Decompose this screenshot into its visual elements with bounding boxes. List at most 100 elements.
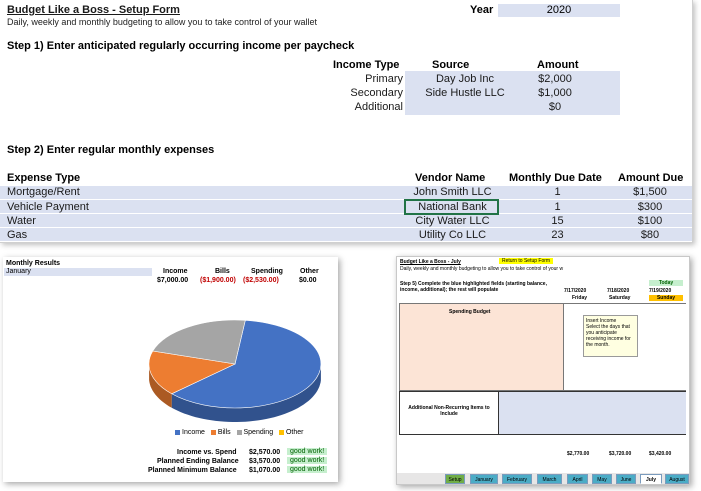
day-header: Friday xyxy=(572,295,588,301)
vendor-name[interactable]: John Smith LLC xyxy=(413,186,492,198)
pie-chart xyxy=(148,319,322,422)
legend-bills-swatch xyxy=(210,429,216,435)
july-sheet: Budget Like a Boss - July Return to Setu… xyxy=(396,256,690,485)
spending-header: Spending xyxy=(251,268,283,275)
income-amount-input[interactable]: $0 xyxy=(548,101,562,113)
tab-may[interactable]: May xyxy=(592,474,612,484)
expense-row-band xyxy=(0,214,692,227)
legend-other-swatch xyxy=(278,429,284,435)
due-date[interactable]: 23 xyxy=(551,229,564,241)
return-to-setup-link[interactable]: Return to Setup Form xyxy=(499,258,554,264)
bills-header: Bills xyxy=(215,268,230,275)
summary-value: $3,570.00 xyxy=(249,458,281,465)
summary-status: good work! xyxy=(287,448,328,455)
due-date-header: Monthly Due Date xyxy=(509,172,602,184)
tab-january[interactable]: January xyxy=(470,474,498,484)
tab-august[interactable]: August xyxy=(665,474,689,484)
chart-legend: Income Bills Spending Other xyxy=(175,429,303,436)
year-label: Year xyxy=(470,4,494,16)
vendor-header: Vendor Name xyxy=(415,172,486,184)
pie-slice-spending xyxy=(152,319,246,365)
date-header: 7/17/2020 xyxy=(564,288,587,294)
july-title: Budget Like a Boss - July xyxy=(400,259,461,265)
other-header: Other xyxy=(300,268,319,275)
tab-february[interactable]: February xyxy=(502,474,532,484)
daily-grid[interactable] xyxy=(564,303,686,391)
amount-due[interactable]: $80 xyxy=(640,229,660,241)
monthly-results-title: Monthly Results xyxy=(6,260,61,267)
date-header: 7/19/2020 xyxy=(649,288,672,294)
other-value: $0.00 xyxy=(299,277,317,284)
monthly-results-sheet: Monthly Results January Income Bills Spe… xyxy=(3,257,338,482)
vendor-name[interactable]: Utility Co LLC xyxy=(418,229,487,241)
day-header: Saturday xyxy=(609,295,631,301)
spending-budget-block xyxy=(399,303,564,391)
expense-row-band xyxy=(0,228,692,241)
note-body: Select the days that you anticipate rece… xyxy=(586,324,631,348)
additional-items-label: Additional Non-Recurring Items to Includ… xyxy=(408,405,490,417)
source-header: Source xyxy=(432,59,470,71)
vendor-name[interactable]: City Water LLC xyxy=(415,215,490,227)
income-source-input[interactable]: Side Hustle LLC xyxy=(425,87,505,99)
summary-label: Planned Minimum Balance xyxy=(148,467,237,474)
month-select[interactable] xyxy=(4,268,152,276)
legend-income-swatch xyxy=(175,429,180,435)
amount-header: Amount xyxy=(537,59,579,71)
amount-due[interactable]: $100 xyxy=(637,215,663,227)
expense-row-band xyxy=(0,200,692,213)
due-date[interactable]: 1 xyxy=(554,186,561,198)
legend-other-label: Other xyxy=(285,429,304,436)
amount-due[interactable]: $1,500 xyxy=(633,186,667,198)
tab-july[interactable]: July xyxy=(640,474,662,484)
daily-total: $2,770.00 xyxy=(567,451,590,457)
income-type-header: Income Type xyxy=(333,59,400,71)
additional-items-input[interactable] xyxy=(499,391,686,435)
tab-june[interactable]: June xyxy=(616,474,636,484)
pie-side-bills xyxy=(149,366,172,408)
tab-march[interactable]: March xyxy=(537,474,562,484)
legend-income-label: Income xyxy=(182,429,205,436)
legend-bills-label: Bills xyxy=(217,429,231,436)
july-subtitle: Daily, weekly and monthly budgeting to a… xyxy=(400,266,564,272)
day-header-today: Sunday xyxy=(649,295,683,301)
note-tooltip: Insert Income Select the days that you a… xyxy=(583,315,638,357)
income-value: $7,000.00 xyxy=(157,277,189,284)
income-type: Primary xyxy=(365,73,403,85)
date-header: 7/18/2020 xyxy=(607,288,630,294)
expense-type[interactable]: Vehicle Payment xyxy=(7,201,89,213)
setup-form-sheet: Budget Like a Boss - Setup Form Daily, w… xyxy=(0,0,693,243)
selected-cell[interactable] xyxy=(404,199,499,215)
summary-label: Income vs. Spend xyxy=(177,449,237,456)
expense-type[interactable]: Mortgage/Rent xyxy=(7,186,80,198)
daily-total: $3,720.00 xyxy=(609,451,632,457)
income-amount-input[interactable]: $2,000 xyxy=(538,73,572,85)
income-type: Additional xyxy=(354,101,403,113)
step2-heading: Step 2) Enter regular monthly expenses xyxy=(7,144,215,156)
income-amount-input[interactable]: $1,000 xyxy=(538,87,572,99)
pie-side-income xyxy=(171,366,321,422)
summary-value: $2,570.00 xyxy=(249,449,281,456)
legend-spending-swatch xyxy=(236,429,242,435)
expense-type-header: Expense Type xyxy=(7,172,81,184)
setup-title: Budget Like a Boss - Setup Form xyxy=(7,4,180,16)
pie-slice-bills xyxy=(148,350,237,395)
year-input[interactable]: 2020 xyxy=(498,4,620,17)
today-label: Today xyxy=(649,280,683,286)
note-title: Insert Income xyxy=(586,318,617,324)
spending-budget-label: Spending Budget xyxy=(449,309,491,315)
due-date[interactable]: 15 xyxy=(551,215,564,227)
tab-setup[interactable]: Setup xyxy=(445,474,465,484)
income-source-input[interactable]: Day Job Inc xyxy=(435,73,495,85)
expense-type[interactable]: Water xyxy=(7,215,36,227)
due-date[interactable]: 1 xyxy=(554,201,561,213)
tab-april[interactable]: April xyxy=(567,474,588,484)
summary-label: Planned Ending Balance xyxy=(157,458,239,465)
vendor-name[interactable]: National Bank xyxy=(418,201,487,213)
income-type: Secondary xyxy=(350,87,403,99)
expense-type[interactable]: Gas xyxy=(7,229,28,241)
legend-spending-label: Spending xyxy=(243,429,274,436)
setup-subtitle: Daily, weekly and monthly budgeting to a… xyxy=(7,17,317,27)
amount-due[interactable]: $300 xyxy=(637,201,663,213)
summary-value: $1,070.00 xyxy=(249,467,281,474)
pie-slice-income xyxy=(171,319,322,409)
